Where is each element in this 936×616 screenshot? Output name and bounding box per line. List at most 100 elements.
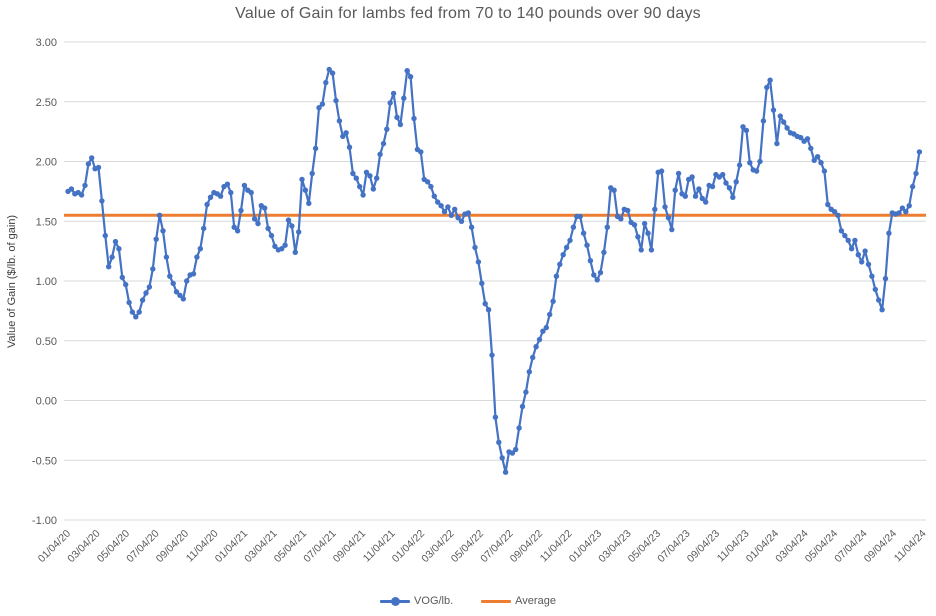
vog-marker — [648, 247, 655, 253]
y-tick-label: 2.50 — [36, 97, 57, 109]
vog-marker — [384, 126, 390, 132]
vog-marker — [736, 162, 743, 168]
vog-marker — [703, 199, 709, 205]
vog-marker — [346, 144, 353, 150]
vog-marker — [848, 246, 855, 252]
vog-marker — [312, 145, 319, 152]
vog-marker — [374, 175, 380, 181]
vog-marker — [445, 204, 451, 210]
vog-marker — [845, 237, 851, 244]
vog-marker — [774, 140, 780, 147]
vog-marker — [299, 176, 305, 183]
vog-marker — [699, 195, 705, 202]
vog-marker — [153, 236, 159, 242]
vog-marker — [784, 125, 790, 131]
vog-marker — [102, 232, 109, 239]
vog-marker — [343, 130, 349, 136]
vog-marker — [526, 369, 532, 375]
vog-marker — [485, 307, 492, 313]
vog-marker — [468, 224, 475, 230]
vog-marker — [251, 216, 258, 222]
vog-marker — [109, 254, 115, 260]
vog-marker — [89, 155, 95, 161]
vog-marker — [78, 192, 85, 198]
vog-marker — [472, 244, 478, 251]
y-tick-label: -0.50 — [32, 455, 57, 467]
vog-marker — [523, 389, 529, 395]
vog-marker — [363, 169, 370, 175]
vog-marker — [835, 212, 841, 218]
vog-marker — [669, 226, 675, 233]
vog-marker — [618, 216, 624, 222]
vog-marker — [696, 186, 702, 192]
vog-marker — [431, 193, 437, 199]
vog-marker — [123, 281, 129, 288]
legend-label-average: Average — [515, 595, 556, 607]
vog-marker — [309, 170, 315, 177]
vog-marker — [160, 228, 166, 234]
vog-marker — [217, 193, 224, 199]
vog-marker — [587, 258, 594, 264]
vog-marker — [597, 269, 604, 276]
vog-marker — [916, 149, 923, 155]
y-tick-label: 1.00 — [36, 276, 57, 288]
vog-marker — [530, 354, 536, 361]
vog-marker — [547, 311, 553, 318]
vog-marker — [584, 242, 590, 248]
vog-marker — [146, 284, 153, 290]
vog-marker — [513, 446, 519, 453]
vog-marker — [906, 203, 912, 209]
vog-marker — [862, 248, 868, 254]
vog-marker — [136, 309, 142, 315]
vog-marker — [241, 182, 248, 189]
vog-marker — [116, 246, 122, 252]
vog-marker — [540, 328, 546, 334]
vog-marker — [234, 228, 241, 234]
vog-marker — [886, 230, 892, 236]
vog-marker — [720, 171, 726, 178]
vog-marker — [411, 115, 417, 122]
vog-marker — [387, 100, 393, 106]
vog-marker — [204, 201, 210, 208]
vog-marker — [407, 74, 414, 80]
vog-marker — [869, 273, 875, 279]
x-tick-label: 09/04/20 — [154, 528, 191, 565]
vog-marker — [479, 280, 485, 287]
vog-marker — [777, 113, 783, 119]
vog-marker — [180, 296, 186, 302]
vog-marker — [658, 168, 665, 174]
vog-marker — [672, 187, 678, 193]
vog-marker — [811, 157, 817, 163]
vog-marker — [909, 183, 916, 190]
vog-marker — [675, 170, 682, 177]
vog-marker — [424, 179, 431, 185]
vog-marker — [448, 212, 454, 218]
vog-marker — [326, 66, 332, 73]
vog-marker — [150, 266, 156, 272]
x-tick-label: 09/04/23 — [685, 528, 722, 565]
vog-line — [66, 68, 921, 474]
vog-marker — [452, 206, 458, 212]
vog-marker — [255, 220, 261, 227]
vog-marker — [306, 200, 312, 206]
y-tick-label: 0.00 — [36, 396, 57, 408]
vog-marker — [882, 275, 889, 282]
vog-marker — [282, 242, 288, 248]
vog-marker — [268, 232, 275, 239]
vog-marker — [550, 298, 556, 304]
vog-marker — [139, 297, 146, 303]
x-tick-label: 09/04/22 — [508, 528, 545, 565]
vog-marker — [831, 209, 838, 215]
vog-marker — [553, 273, 560, 279]
vog-marker — [743, 127, 750, 134]
vog-marker — [333, 97, 339, 104]
vog-marker — [899, 205, 906, 211]
vog-marker — [509, 450, 516, 456]
vog-marker — [709, 183, 716, 190]
vog-marker — [519, 403, 526, 410]
vog-marker — [99, 198, 105, 204]
vog-marker — [380, 140, 387, 147]
vog-marker — [360, 192, 366, 198]
vog-marker — [336, 118, 343, 124]
